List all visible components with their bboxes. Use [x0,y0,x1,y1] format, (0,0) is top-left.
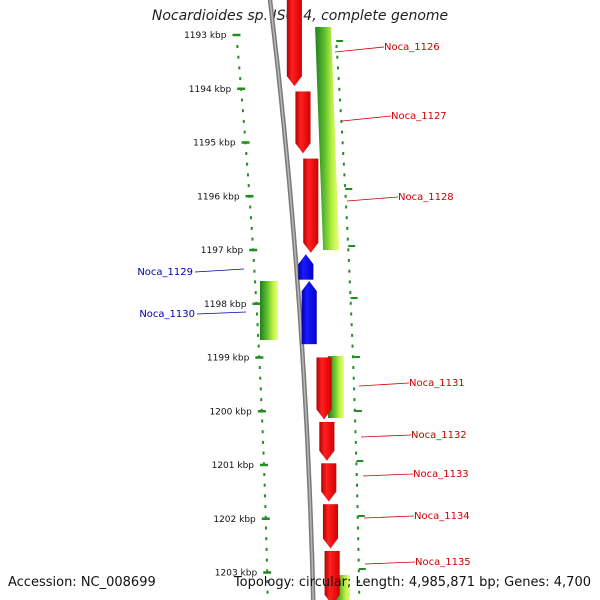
gene-label-noca_1132[interactable]: Noca_1132 [411,430,467,441]
kbp-tick-label: 1194 kbp [189,85,232,95]
kbp-tick-label: 1193 kbp [184,31,227,41]
kbp-tick-label: 1199 kbp [207,354,250,364]
gene-label-noca_1126[interactable]: Noca_1126 [384,42,440,53]
gene-track [286,0,340,600]
gene-labels: Noca_1126 Noca_1127 Noca_1128 Noca_1129 Noca… [137,42,470,568]
gene-arrow-noca_1132[interactable] [319,421,335,462]
kbp-tick-label: 1201 kbp [212,461,255,471]
gene-arrow-noca_1131[interactable] [316,357,332,420]
gene-arrow-noca_1130[interactable] [301,280,317,345]
gene-label-noca_1130[interactable]: Noca_1130 [139,309,195,320]
genome-info-text: Topology: circular; Length: 4,985,871 bp… [233,575,591,590]
gene-arrow-noca_1134[interactable] [322,503,339,549]
homology-block [328,356,344,418]
kbp-tick-label: 1200 kbp [209,407,252,417]
kbp-tick-label: 1196 kbp [197,192,240,202]
gene-label-noca_1135[interactable]: Noca_1135 [415,557,471,568]
gene-label-noca_1131[interactable]: Noca_1131 [409,378,465,389]
gene-label-noca_1133[interactable]: Noca_1133 [413,469,469,480]
kbp-tick-label: 1203 kbp [215,569,258,579]
gene-label-noca_1128[interactable]: Noca_1128 [398,192,454,203]
kbp-scale: 1193 kbp 1194 kbp 1195 kbp 1196 kbp 1197 kbp… [184,31,272,579]
gene-label-noca_1127[interactable]: Noca_1127 [391,111,447,122]
kbp-tick-label: 1195 kbp [193,139,236,149]
accession-text: Accession: NC_008699 [8,575,156,590]
gene-label-noca_1134[interactable]: Noca_1134 [414,511,470,522]
gene-arrow-noca_1133[interactable] [321,463,337,502]
gene-arrow-noca_1128[interactable] [315,26,340,250]
gene-arrow-noca_1126[interactable] [295,91,311,154]
gene-arrow-noca_1127[interactable] [303,158,319,254]
kbp-tick-label: 1198 kbp [204,300,247,310]
genome-backbone [267,0,316,600]
gene-arrow-noca_1125[interactable] [286,0,303,87]
kbp-tick-label: 1202 kbp [213,515,256,525]
kbp-tick-label: 1197 kbp [201,246,244,256]
gene-arrow-noca_1129[interactable] [298,253,314,280]
homology-block [260,281,278,340]
gene-label-noca_1129[interactable]: Noca_1129 [137,267,193,278]
